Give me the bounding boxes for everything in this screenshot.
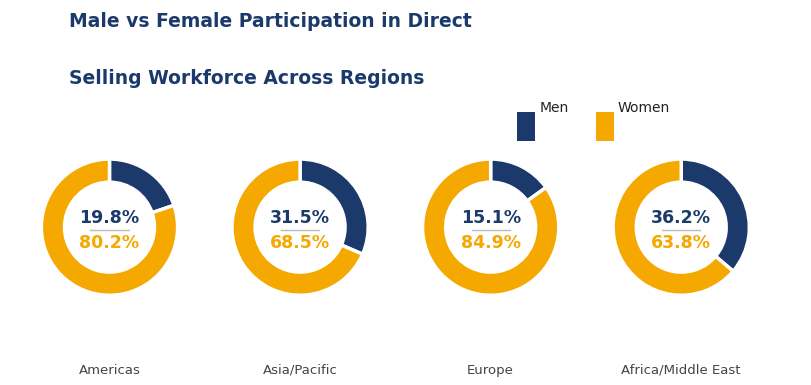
Text: Asia/Pacific: Asia/Pacific [263,364,337,377]
Text: Male vs Female Participation in Direct: Male vs Female Participation in Direct [69,12,472,30]
Text: Selling Workforce Across Regions: Selling Workforce Across Regions [69,69,424,88]
Text: 36.2%: 36.2% [651,209,711,227]
Text: 84.9%: 84.9% [461,234,521,253]
Text: 19.8%: 19.8% [79,209,139,227]
Text: Men: Men [539,101,569,115]
Text: 80.2%: 80.2% [79,234,139,253]
Text: 63.8%: 63.8% [651,234,711,253]
Wedge shape [300,159,368,254]
Wedge shape [491,159,546,201]
Text: Women: Women [618,101,670,115]
Text: 31.5%: 31.5% [270,209,330,227]
Text: Africa/Middle East: Africa/Middle East [621,364,741,377]
Wedge shape [109,159,174,213]
Text: 68.5%: 68.5% [270,234,330,253]
Text: Americas: Americas [79,364,140,377]
Wedge shape [232,159,363,295]
Wedge shape [613,159,733,295]
Wedge shape [41,159,178,295]
Wedge shape [423,159,559,295]
Text: 15.1%: 15.1% [461,209,521,227]
Wedge shape [681,159,749,271]
Text: Europe: Europe [467,364,514,377]
